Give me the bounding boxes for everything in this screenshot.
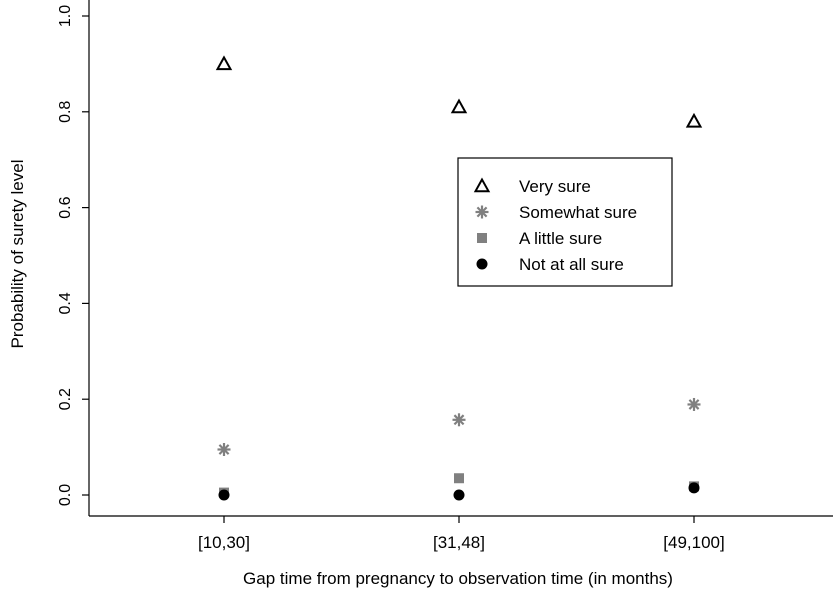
point-not-at-all-sure [453, 489, 465, 501]
data-points [215, 55, 703, 501]
point-somewhat-sure [687, 397, 701, 411]
x-axis-label: Gap time from pregnancy to observation t… [243, 569, 673, 588]
legend-label: Not at all sure [519, 255, 624, 274]
legend-box [457, 157, 673, 287]
point-somewhat-sure [452, 413, 466, 427]
legend-marker [477, 233, 487, 243]
x-tick-label: [10,30] [198, 533, 250, 552]
legend-marker [476, 258, 488, 270]
point-very-sure [685, 112, 703, 128]
point-not-at-all-sure [688, 482, 700, 494]
point-very-sure [450, 98, 468, 114]
point-a-little-sure [454, 473, 464, 484]
y-tick-label: 0.6 [57, 196, 74, 218]
y-tick-label: 0.0 [57, 484, 74, 506]
x-tick-label: [31,48] [433, 533, 485, 552]
legend-label: A little sure [519, 229, 602, 248]
axes: 0.0 0.2 0.4 0.6 0.8 1.0 [10,30] [31,48] [49,100] [57, 0, 833, 552]
legend-marker [473, 177, 491, 193]
y-tick-label: 0.2 [57, 388, 74, 410]
y-tick-label: 1.0 [57, 5, 74, 27]
point-very-sure [215, 55, 233, 71]
y-tick-label: 0.8 [57, 101, 74, 123]
y-axis-label: Probability of surety level [8, 160, 27, 349]
x-tick-label: [49,100] [663, 533, 724, 552]
legend-marker [475, 205, 489, 219]
legend-label: Somewhat sure [519, 203, 637, 222]
point-not-at-all-sure [218, 489, 230, 501]
y-tick-label: 0.4 [57, 292, 74, 314]
legend-label: Very sure [519, 177, 591, 196]
point-somewhat-sure [217, 442, 231, 456]
legend: Very sure Somewhat sure A little sure Not a… [457, 157, 673, 287]
